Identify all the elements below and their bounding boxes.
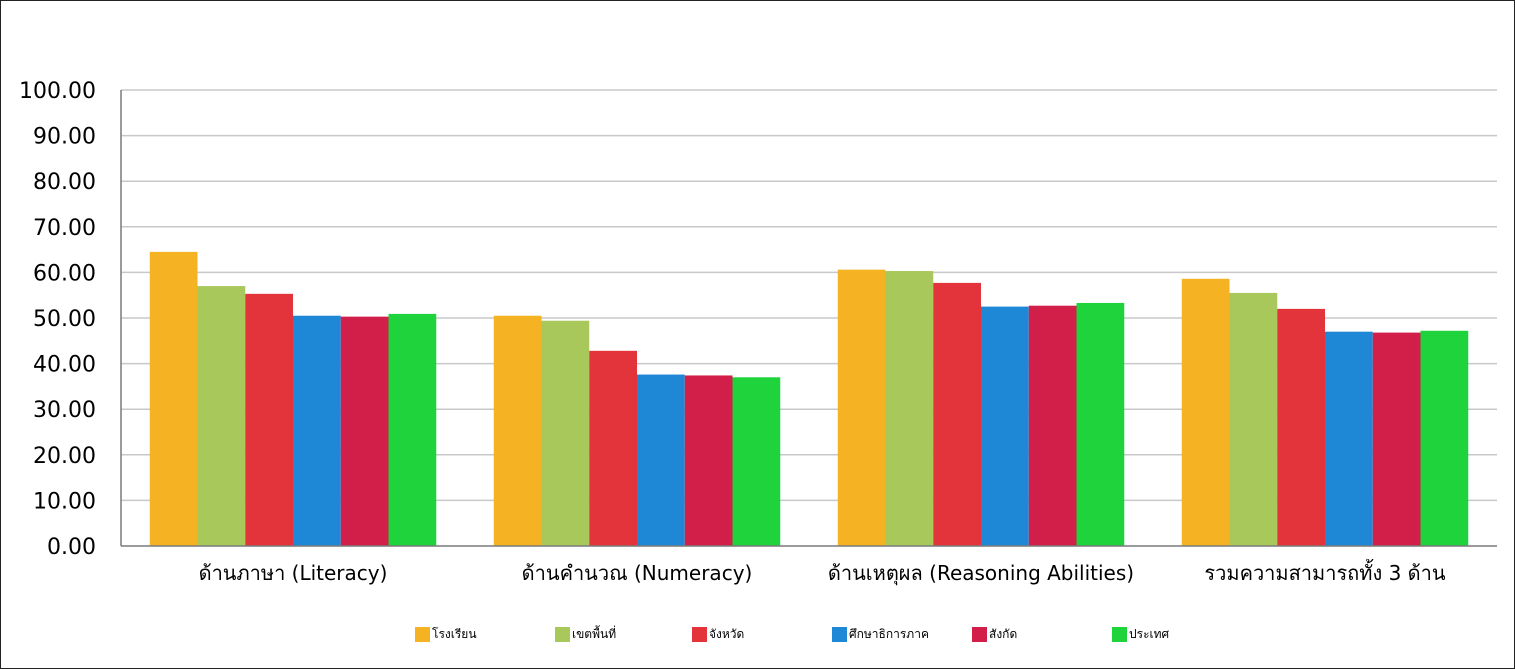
bar [340, 316, 389, 546]
y-tick-label: 10.00 [33, 489, 96, 514]
axes [120, 90, 1497, 547]
legend-item: สังกัด [972, 624, 1017, 644]
bar [149, 251, 198, 546]
bar [933, 282, 981, 546]
y-tick-label: 20.00 [33, 444, 96, 469]
legend-swatch [415, 626, 430, 642]
legend-label: ประเทศ [1129, 626, 1170, 641]
x-axis-labels: ด้านภาษา (Literacy) ด้านคำนวณ (Numeracy) ด… [199, 559, 1446, 586]
bar [1229, 292, 1278, 546]
y-tick-label: 0.00 [47, 535, 96, 560]
bar [1028, 305, 1077, 546]
legend-item: เขตพื้นที่ [555, 624, 616, 644]
y-tick-label: 70.00 [33, 216, 96, 241]
bar [981, 306, 1029, 546]
legend-swatch [1112, 626, 1127, 642]
legend-item: ศึกษาธิการภาค [832, 624, 929, 644]
legend: โรงเรียน เขตพื้นที่ จังหวัด ศึกษาธิการภาค สั… [0, 624, 1515, 644]
bars [149, 251, 1469, 546]
bar [1076, 302, 1125, 546]
bar [541, 320, 590, 546]
y-tick-label: 50.00 [33, 307, 96, 332]
bar [837, 269, 886, 546]
y-tick-label: 60.00 [33, 261, 96, 286]
bar [388, 313, 437, 546]
y-tick-label: 100.00 [19, 79, 96, 104]
bar [1277, 308, 1325, 546]
bar [637, 374, 685, 546]
bar [684, 375, 733, 546]
legend-label: เขตพื้นที่ [572, 626, 617, 641]
y-tick-label: 80.00 [33, 170, 96, 195]
legend-swatch [555, 626, 570, 642]
bar [1420, 330, 1469, 546]
legend-label: จังหวัด [709, 626, 745, 641]
legend-item: ประเทศ [1112, 624, 1169, 644]
bar [589, 350, 637, 546]
legend-swatch [972, 626, 987, 642]
y-tick-label: 40.00 [33, 353, 96, 378]
x-category-label: ด้านเหตุผล (Reasoning Abilities) [828, 561, 1134, 586]
x-category-label: รวมความสามารถทั้ง 3 ด้าน [1204, 559, 1445, 585]
bar [1325, 331, 1373, 546]
legend-label: ศึกษาธิการภาค [849, 626, 929, 641]
bar [245, 293, 293, 546]
y-axis-ticks: 0.00 10.00 20.00 30.00 40.00 50.00 60.00 70.00 8… [19, 79, 96, 560]
y-tick-label: 30.00 [33, 398, 96, 423]
bar [1372, 332, 1421, 546]
bar [293, 315, 341, 546]
x-category-label: ด้านคำนวณ (Numeracy) [522, 561, 753, 585]
y-tick-label: 90.00 [33, 125, 96, 150]
x-category-label: ด้านภาษา (Literacy) [199, 561, 388, 585]
legend-swatch [692, 626, 707, 642]
legend-label: โรงเรียน [432, 626, 477, 641]
bar [493, 315, 542, 546]
bar [732, 377, 781, 546]
legend-label: สังกัด [989, 626, 1018, 641]
bar [885, 271, 934, 546]
legend-swatch [832, 626, 847, 642]
bar [197, 286, 246, 546]
legend-item: โรงเรียน [415, 624, 477, 644]
legend-item: จังหวัด [692, 624, 744, 644]
bar [1181, 278, 1230, 546]
